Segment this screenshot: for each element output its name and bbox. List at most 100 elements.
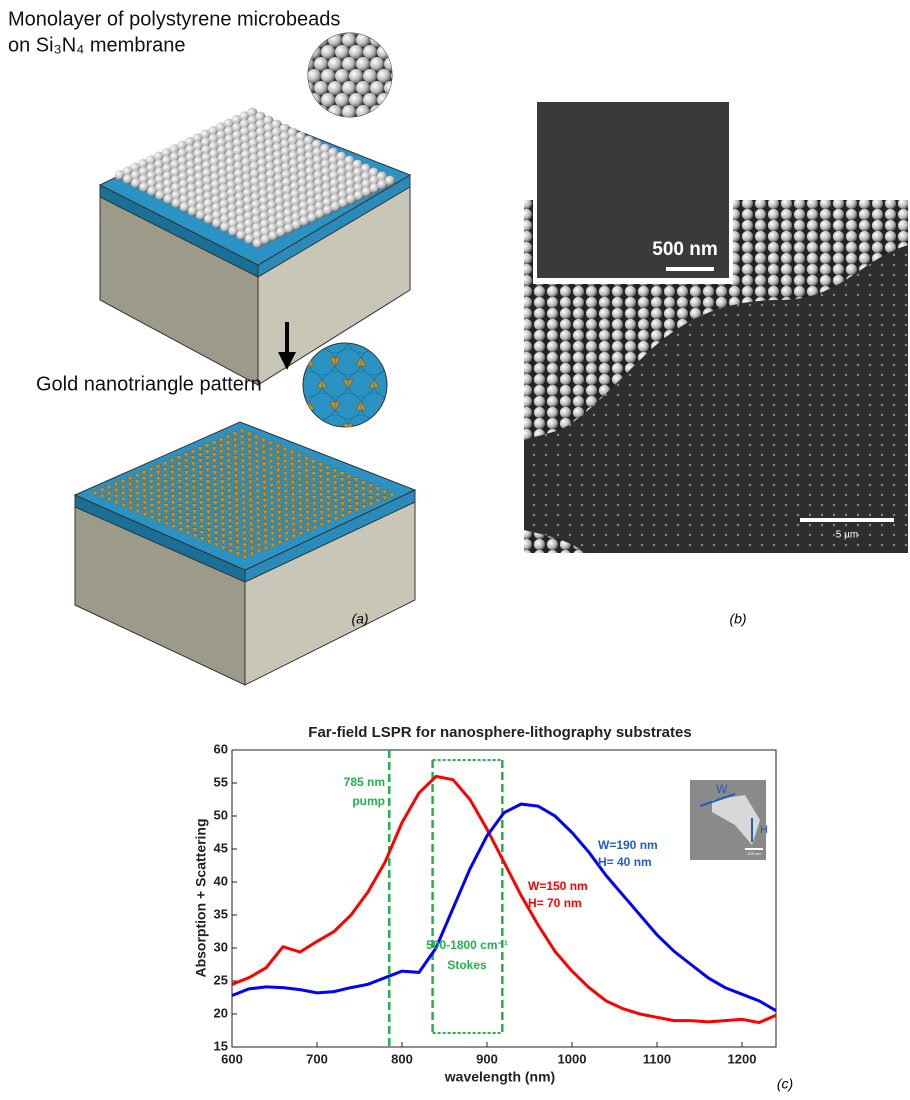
bead-outline bbox=[361, 437, 387, 463]
bead bbox=[363, 21, 377, 35]
annotation: H= 40 nm bbox=[598, 855, 652, 869]
bead bbox=[321, 93, 335, 107]
annotation: 500-1800 cm⁻¹ bbox=[426, 938, 508, 952]
bead bbox=[321, 45, 335, 59]
bead bbox=[391, 93, 405, 107]
chart: Far-field LSPR for nanosphere-lithograph… bbox=[193, 724, 793, 1092]
bead bbox=[377, 69, 391, 83]
bead bbox=[398, 105, 412, 119]
chart-title: Far-field LSPR for nanosphere-lithograph… bbox=[308, 724, 691, 741]
nanotriangle bbox=[421, 335, 431, 344]
annotation: pump bbox=[352, 794, 385, 808]
bead-outline bbox=[400, 415, 426, 441]
y-tick-label: 50 bbox=[214, 807, 228, 822]
panel-a: Monolayer of polystyrene microbeads on S… bbox=[8, 8, 465, 685]
bead-outline bbox=[426, 371, 452, 397]
y-tick-label: 35 bbox=[214, 906, 228, 921]
bead bbox=[293, 93, 307, 107]
caption: on Si₃N₄ membrane bbox=[8, 34, 186, 56]
x-tick-label: 1200 bbox=[728, 1051, 757, 1066]
nanotriangle bbox=[369, 423, 379, 432]
y-tick-label: 40 bbox=[214, 873, 228, 888]
bead bbox=[307, 69, 321, 83]
nanotriangle bbox=[317, 423, 327, 432]
bead-outline bbox=[413, 393, 439, 419]
bead bbox=[335, 45, 349, 59]
x-tick-label: 800 bbox=[391, 1051, 413, 1066]
bead bbox=[300, 105, 314, 119]
x-tick-label: 1100 bbox=[643, 1051, 671, 1066]
x-tick-label: 900 bbox=[476, 1051, 498, 1066]
nanotriangle bbox=[395, 424, 405, 433]
nanotriangle bbox=[434, 358, 444, 367]
bead-outline bbox=[335, 437, 361, 463]
bead bbox=[300, 57, 314, 71]
figure: Monolayer of polystyrene microbeads on S… bbox=[0, 0, 910, 1095]
x-axis-label: wavelength (nm) bbox=[444, 1069, 555, 1085]
bead-outline bbox=[413, 349, 439, 375]
bead bbox=[307, 93, 321, 107]
bead bbox=[377, 45, 391, 59]
annotation: 785 nm bbox=[344, 775, 385, 789]
bead-outline bbox=[413, 437, 439, 463]
bead bbox=[328, 81, 342, 95]
nanotriangle bbox=[421, 423, 431, 432]
bead-outline bbox=[426, 327, 452, 353]
bead bbox=[363, 45, 377, 59]
bead bbox=[384, 105, 398, 119]
bead bbox=[398, 81, 412, 95]
nanotriangle bbox=[291, 424, 301, 433]
bead bbox=[391, 45, 405, 59]
bead bbox=[370, 57, 384, 71]
bead bbox=[328, 57, 342, 71]
bead bbox=[363, 93, 377, 107]
scale-bar bbox=[666, 267, 714, 271]
bead bbox=[349, 93, 363, 107]
y-tick-label: 60 bbox=[214, 741, 228, 756]
x-tick-label: 1000 bbox=[558, 1051, 587, 1066]
nanotriangle bbox=[434, 446, 444, 455]
bead bbox=[307, 45, 321, 59]
bead bbox=[384, 81, 398, 95]
bead bbox=[293, 69, 307, 83]
bead-outline bbox=[400, 371, 426, 397]
bead-outline bbox=[439, 393, 465, 419]
annotation: W=190 nm bbox=[598, 838, 658, 852]
bead-outline bbox=[374, 415, 400, 441]
annotation: Stokes bbox=[447, 958, 487, 972]
bead bbox=[342, 33, 356, 47]
bead bbox=[342, 57, 356, 71]
nanotriangle bbox=[382, 446, 392, 455]
caption: Monolayer of polystyrene microbeads bbox=[8, 8, 340, 30]
bead bbox=[370, 105, 384, 119]
bead bbox=[321, 69, 335, 83]
nanotriangle bbox=[421, 379, 431, 388]
bead bbox=[356, 57, 370, 71]
bead bbox=[385, 176, 395, 186]
y-tick-label: 45 bbox=[214, 840, 228, 855]
bead bbox=[370, 33, 384, 47]
bead-outline bbox=[439, 437, 465, 463]
bead bbox=[314, 81, 328, 95]
bead bbox=[300, 33, 314, 47]
annotation: W=150 nm bbox=[528, 879, 588, 893]
inset-scale-bar bbox=[745, 848, 763, 850]
bead bbox=[356, 81, 370, 95]
nanotriangle bbox=[330, 446, 340, 455]
bead bbox=[391, 21, 405, 35]
bead bbox=[398, 33, 412, 47]
bead-outline bbox=[387, 349, 413, 375]
nanotriangle bbox=[408, 401, 418, 410]
bead bbox=[370, 81, 384, 95]
panel-label: (b) bbox=[729, 611, 746, 627]
y-tick-label: 20 bbox=[214, 1005, 228, 1020]
bead-outline bbox=[387, 437, 413, 463]
bead bbox=[314, 105, 328, 119]
bead bbox=[398, 57, 412, 71]
y-tick-label: 30 bbox=[214, 939, 228, 954]
scale-bar bbox=[800, 518, 894, 522]
bead bbox=[349, 69, 363, 83]
bead bbox=[356, 33, 370, 47]
nanotriangle bbox=[395, 380, 405, 389]
inset-scale: 100 nm bbox=[747, 851, 761, 856]
